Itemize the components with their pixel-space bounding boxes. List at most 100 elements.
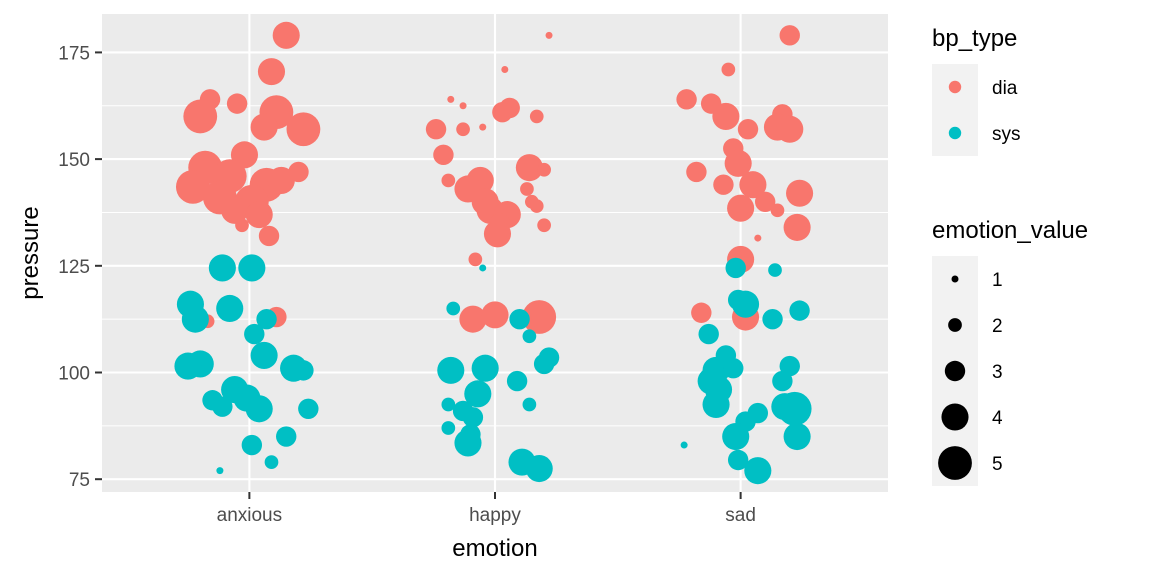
data-point-sys [241,434,263,456]
data-point-sys [506,370,528,392]
data-point-dia [258,225,280,247]
data-point-sys [216,294,244,323]
data-point-sys [680,441,688,449]
data-point-sys [722,422,750,451]
data-point-dia [492,101,513,123]
data-point-dia [479,123,487,131]
data-point-dia [447,95,455,103]
x-tick-label: happy [469,505,521,526]
data-point-sys [533,353,555,375]
data-point-dia [691,302,712,323]
data-point-sys [446,301,461,316]
data-point-dia [175,169,210,204]
data-point-sys [181,305,209,333]
data-point-sys [768,263,782,277]
data-point-dia [776,115,804,143]
legend-title-size: emotion_value [932,217,1088,244]
data-point-dia [727,194,755,222]
data-point-dia [754,234,762,242]
data-point-dia [739,171,767,199]
legend-size-key-1 [951,275,959,283]
data-point-sys [256,308,277,330]
data-point-dia [272,21,300,49]
data-point-dia [433,144,454,166]
data-point-dia [686,161,707,183]
data-point-dia [737,119,759,140]
data-point-dia [501,65,509,73]
data-point-dia [545,31,553,39]
data-point-sys [216,467,224,475]
data-point-sys [479,264,487,272]
data-point-sys [437,356,465,384]
data-point-dia [713,174,734,195]
x-tick-label: sad [725,505,756,526]
data-point-dia [481,301,509,329]
data-point-dia [459,102,467,110]
legend-size-label-3: 3 [992,362,1003,383]
legend-size-key-2 [948,318,962,332]
data-point-dia [483,220,512,248]
data-point-dia [250,113,278,141]
data-point-sys [698,323,719,345]
data-point-sys [441,397,456,412]
data-point-dia [267,166,295,194]
legend-title-color: bp_type [932,25,1017,52]
data-point-dia [779,25,800,46]
data-point-dia [456,122,470,137]
data-point-dia [183,99,218,134]
data-point-dia [520,182,534,196]
y-tick-label: 100 [58,364,90,385]
y-tick-label: 125 [58,257,90,278]
data-point-dia [459,305,487,333]
data-point-dia [257,58,286,86]
data-point-sys [744,457,772,485]
data-point-sys [441,421,456,435]
data-point-dia [529,109,544,124]
legend-key-sys [948,126,962,140]
y-tick-label: 150 [58,150,90,171]
data-point-dia [537,162,551,177]
legend-size-key-4 [941,403,969,431]
legend-key-dia [948,80,962,94]
data-point-dia [286,112,321,147]
legend-label-sys: sys [992,124,1021,145]
legend-size-key-5 [938,446,972,480]
data-point-sys [250,341,278,369]
data-point-sys [464,380,492,408]
data-point-sys [762,308,783,330]
data-point-dia [425,119,447,140]
data-point-dia [712,102,740,130]
data-point-dia [676,89,697,110]
legend-size-label-1: 1 [992,270,1003,291]
data-point-sys [238,254,266,282]
data-point-dia [783,213,811,241]
legend-size-label-4: 4 [992,408,1003,429]
data-point-sys [783,422,811,451]
data-point-sys [727,449,749,471]
data-point-sys [212,396,233,417]
data-point-dia [724,149,752,177]
data-point-dia [522,300,557,334]
data-point-sys [731,290,760,318]
legend-label-dia: dia [992,78,1018,99]
y-tick-label: 75 [69,470,90,491]
data-point-sys [525,454,553,483]
data-point-sys [293,360,314,381]
data-point-sys [454,429,482,457]
y-tick-label: 175 [58,43,90,64]
data-point-sys [245,395,273,423]
data-point-sys [276,426,297,447]
data-point-sys [264,455,279,469]
data-point-dia [529,199,544,213]
data-point-dia [441,173,456,188]
data-point-dia [235,218,249,233]
data-point-dia [537,218,551,233]
y-axis-title: pressure [17,206,44,299]
data-point-dia [754,191,776,212]
x-tick-label: anxious [217,505,283,526]
data-point-sys [208,254,236,282]
data-point-sys [471,354,499,382]
data-point-dia [221,196,249,224]
